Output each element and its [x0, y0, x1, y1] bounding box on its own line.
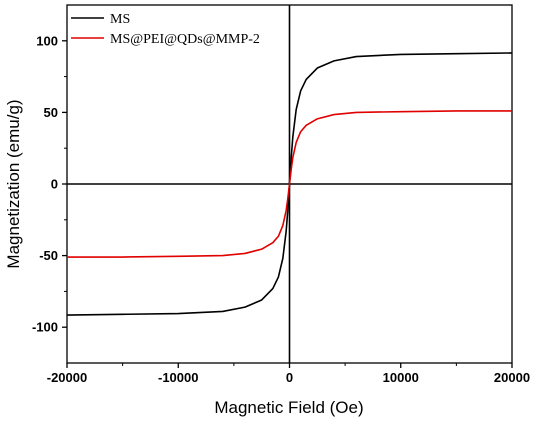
y-tick-label: 100 — [36, 33, 58, 48]
x-tick-label: -20000 — [47, 370, 87, 385]
y-tick-label: -100 — [32, 320, 58, 335]
legend-label: MS@PEI@QDs@MMP-2 — [110, 32, 260, 47]
x-axis-title: Magnetic Field (Oe) — [214, 398, 363, 417]
y-tick-label: 0 — [51, 177, 58, 192]
legend-label: MS — [110, 12, 130, 27]
x-axis-ticks: -20000 -10000 0 10000 20000 — [47, 363, 530, 385]
y-axis-ticks: -100 -50 0 50 100 — [32, 33, 67, 335]
y-tick-label: -50 — [39, 248, 58, 263]
series-line-2 — [67, 110, 512, 258]
y-tick-label: 50 — [44, 105, 58, 120]
y-axis-title: Magnetization (emu/g) — [4, 99, 23, 268]
series-layer — [66, 52, 513, 316]
x-tick-label: -10000 — [158, 370, 198, 385]
legend: MS MS@PEI@QDs@MMP-2 — [71, 12, 260, 47]
x-tick-label: 0 — [286, 370, 293, 385]
x-tick-label: 10000 — [383, 370, 419, 385]
x-tick-label: 20000 — [494, 370, 530, 385]
